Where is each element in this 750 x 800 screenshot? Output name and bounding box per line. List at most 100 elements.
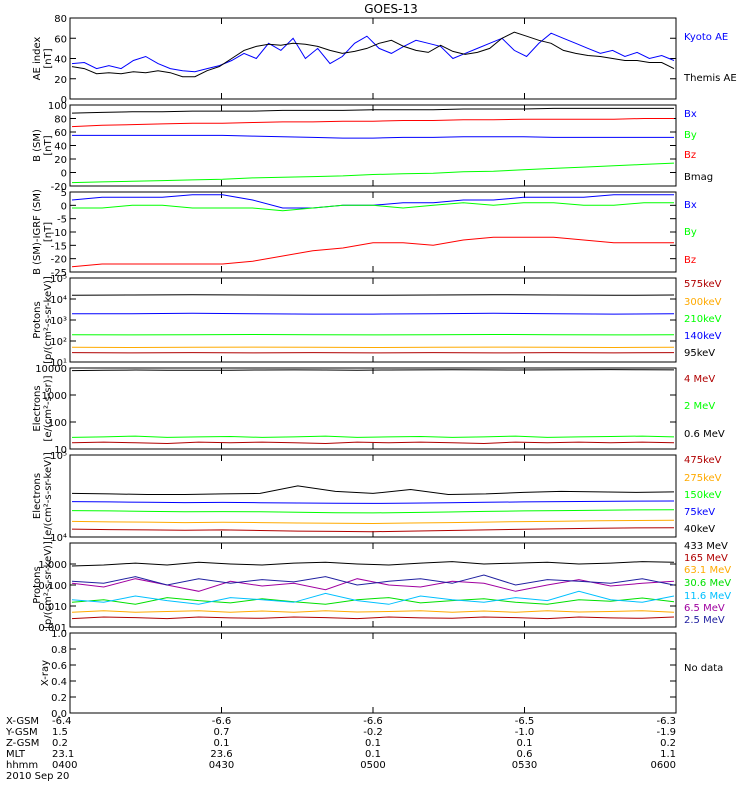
panel-frame xyxy=(69,277,677,363)
legend-entry: 150keV xyxy=(684,490,722,501)
panel-frame xyxy=(69,17,677,100)
y-tick-label: 100 xyxy=(48,418,67,429)
axis-table: X-GSM -6.4 -6.6 -6.6 -6.5 -6.3 Y-GSM 1.5 0.7 -0.2… xyxy=(5,716,676,782)
y-tick-label: 0.4 xyxy=(51,677,67,688)
series-bmag xyxy=(71,107,674,114)
axis-row-value: 0500 xyxy=(360,760,385,771)
y-tick-label: 20 xyxy=(54,75,67,86)
y-tick-label: 10000 xyxy=(35,364,67,375)
series-themis-ae xyxy=(71,31,675,78)
y-tick-label: 20 xyxy=(54,155,67,166)
y-tick-label: -25 xyxy=(51,268,67,279)
panel-frame xyxy=(69,191,677,273)
y-tick-label: 60 xyxy=(54,34,67,45)
y-tick-label: 0.6 xyxy=(51,661,67,672)
axis-row-value: 0.2 xyxy=(660,738,676,749)
legend-entry: By xyxy=(684,130,697,141)
panel-5: 10 100 1000 10000 Electrons [e/(cm²-s-sr)] 4 M… xyxy=(32,364,725,456)
panel-8: 0.0 0.2 0.4 0.6 0.8 1.0 X-ray No data xyxy=(40,629,723,720)
axis-row-value: 1.5 xyxy=(52,727,68,738)
panel-frame xyxy=(69,542,677,628)
legend-entry: 575keV xyxy=(684,279,722,290)
y-tick-label: 40 xyxy=(54,142,67,153)
series-6-5-mev xyxy=(71,578,675,592)
y-tick-label: 10⁵ xyxy=(50,274,67,285)
legend-entry: 0.6 MeV xyxy=(684,429,725,440)
legend-entry: 63.1 MeV xyxy=(684,565,731,576)
axis-row-value: 0.2 xyxy=(52,738,68,749)
axis-row-value: -6.5 xyxy=(515,716,535,727)
series-2-mev xyxy=(71,435,675,438)
axis-row-value: 23.6 xyxy=(210,749,232,760)
legend-entry: 4 MeV xyxy=(684,374,715,385)
series-40kev xyxy=(71,485,675,496)
legend-entry: 300keV xyxy=(684,297,722,308)
axis-row-value: 1.1 xyxy=(660,749,676,760)
y-tick-label: 0.2 xyxy=(51,693,67,704)
series-165-mev xyxy=(71,616,675,620)
axis-row-label: X-GSM xyxy=(6,716,39,727)
y-tick-label: -20 xyxy=(51,182,67,193)
legend-entry: 210keV xyxy=(684,314,722,325)
y-tick-label: 80 xyxy=(54,115,67,126)
axis-row-value: 0.1 xyxy=(365,749,381,760)
axis-row-value: 0430 xyxy=(209,760,234,771)
legend-entry: Bz xyxy=(684,255,696,266)
y-axis-label: B (SM) xyxy=(32,129,43,162)
series-75kev xyxy=(71,500,675,504)
panel-6: 10⁴ 10⁵ Electrons [e/(cm²-s-sr-keV)] 475keV 2… xyxy=(32,451,722,544)
axis-row-label: hhmm xyxy=(6,760,38,771)
axis-row-value: 23.1 xyxy=(52,749,74,760)
legend-entry: Bx xyxy=(684,109,697,120)
series-0-6-mev xyxy=(71,369,675,372)
y-axis-label: Protons xyxy=(32,566,43,603)
axis-row-value: -0.2 xyxy=(363,727,383,738)
axis-row-value: -6.6 xyxy=(212,716,232,727)
series-bx xyxy=(72,134,674,139)
legend-entry: 40keV xyxy=(684,524,715,535)
axis-row-value: -1.9 xyxy=(656,727,676,738)
y-tick-label: -20 xyxy=(51,255,67,266)
axis-row-label: Y-GSM xyxy=(5,727,38,738)
series-11-6-mev xyxy=(71,590,675,605)
axis-row-value: 0400 xyxy=(52,760,77,771)
y-axis-label: Electrons xyxy=(32,473,43,519)
panel-3: -25 -20 -15 -10 -5 0 5 B (SM)-IGRF (SM) [nT] Bx By… xyxy=(32,188,697,279)
series-63-1-mev xyxy=(71,610,675,613)
y-axis-label: [p/(cm²-s-sr-keV)] xyxy=(43,541,54,629)
y-tick-label: 0 xyxy=(61,169,67,180)
y-tick-label: 10³ xyxy=(50,316,67,327)
y-tick-label: 5 xyxy=(61,188,67,199)
axis-row-value: -6.3 xyxy=(656,716,676,727)
legend-entry: 275keV xyxy=(684,473,722,484)
panel-frame xyxy=(69,104,677,187)
series-by xyxy=(71,162,675,184)
series-433-mev xyxy=(71,561,675,567)
y-tick-label: 0.8 xyxy=(51,645,67,656)
axis-row-value: 0.6 xyxy=(517,749,533,760)
y-tick-label: 10¹ xyxy=(50,358,67,369)
y-tick-label: 10 xyxy=(54,445,67,456)
legend-entry: 2.5 MeV xyxy=(684,615,725,626)
y-tick-label: 0.010 xyxy=(38,602,67,613)
legend-entry: 75keV xyxy=(684,507,715,518)
y-tick-label: -15 xyxy=(51,241,67,252)
y-tick-label: 10⁴ xyxy=(50,533,67,544)
y-tick-label: -5 xyxy=(57,215,67,226)
series-bz xyxy=(71,236,674,268)
axis-row-value: 0530 xyxy=(512,760,537,771)
y-tick-label: 0.100 xyxy=(38,581,67,592)
axis-row-value: -1.0 xyxy=(515,727,535,738)
y-axis-label: [nT] xyxy=(43,222,54,242)
date-label: 2010 Sep 20 xyxy=(6,771,69,782)
axis-row-label: MLT xyxy=(6,749,26,760)
legend-entry: 95keV xyxy=(684,348,715,359)
y-axis-label: Protons xyxy=(32,301,43,338)
y-axis-label: AE index xyxy=(32,37,43,81)
y-tick-label: 1.0 xyxy=(51,629,67,640)
y-axis-label: B (SM)-IGRF (SM) xyxy=(32,189,43,275)
series-95kev xyxy=(71,294,675,296)
y-axis-label: [nT] xyxy=(43,48,54,68)
legend-entry: 140keV xyxy=(684,331,722,342)
legend-entry: Kyoto AE xyxy=(684,32,728,43)
